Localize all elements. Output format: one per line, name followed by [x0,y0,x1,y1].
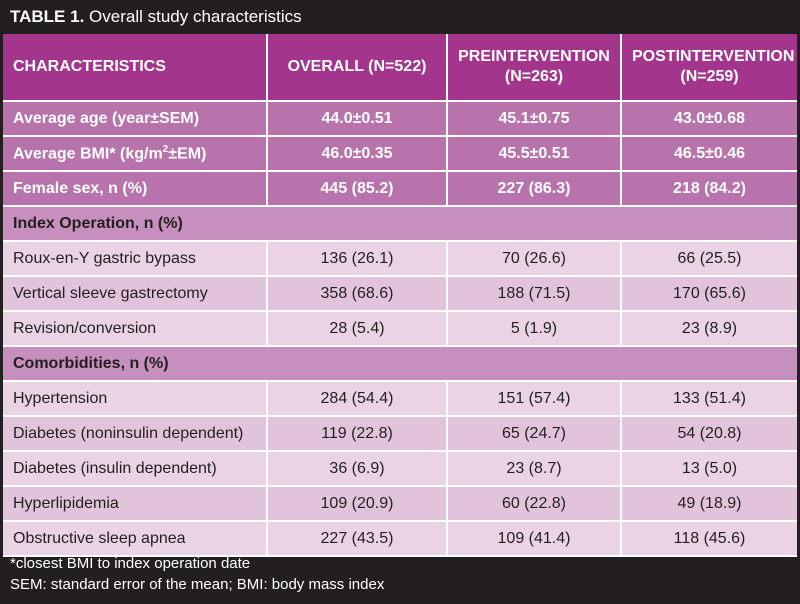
section-label: Index Operation, n (%) [3,207,797,242]
cell-post: 13 (5.0) [622,452,797,487]
table-row: Average age (year±SEM) 44.0±0.51 45.1±0.… [3,102,797,137]
table-row: Hyperlipidemia 109 (20.9) 60 (22.8) 49 (… [3,487,797,522]
row-label-main: Average BMI* (kg/m [13,145,163,163]
table-row: Diabetes (insulin dependent) 36 (6.9) 23… [3,452,797,487]
cell-overall: 445 (85.2) [268,172,448,207]
table-footnotes: *closest BMI to index operation date SEM… [0,548,800,604]
cell-post: 43.0±0.68 [622,102,797,137]
footnote-abbreviations: SEM: standard error of the mean; BMI: bo… [10,576,385,593]
cell-pre: 70 (26.6) [448,242,622,277]
row-label-tail: ±EM) [168,145,207,163]
section-row-comorbidities: Comorbidities, n (%) [3,347,797,382]
row-label: Roux-en-Y gastric bypass [3,242,268,277]
row-label: Vertical sleeve gastrectomy [3,277,268,312]
cell-pre: 60 (22.8) [448,487,622,522]
section-label: Comorbidities, n (%) [3,347,797,382]
cell-pre: 109 (41.4) [448,522,622,557]
table-row: Diabetes (noninsulin dependent) 119 (22.… [3,417,797,452]
cell-overall: 46.0±0.35 [268,137,448,172]
header-pre-line2: (N=263) [504,68,564,85]
cell-pre: 23 (8.7) [448,452,622,487]
section-row-index-operation: Index Operation, n (%) [3,207,797,242]
cell-overall: 284 (54.4) [268,382,448,417]
cell-post: 66 (25.5) [622,242,797,277]
row-label: Revision/conversion [3,312,268,347]
row-label: Average BMI* (kg/m2±EM) [3,137,268,172]
table-row: Roux-en-Y gastric bypass 136 (26.1) 70 (… [3,242,797,277]
superscript: 2 [162,143,169,155]
table-row: Revision/conversion 28 (5.4) 5 (1.9) 23 … [3,312,797,347]
header-post-line2: (N=259) [680,68,739,85]
cell-pre: 45.1±0.75 [448,102,622,137]
header-preintervention: PREINTERVENTION (N=263) [448,34,622,102]
table-caption: Overall study characteristics [89,7,302,26]
row-label: Diabetes (insulin dependent) [3,452,268,487]
table-title: TABLE 1. Overall study characteristics [0,0,800,34]
row-label: Obstructive sleep apnea [3,522,268,557]
cell-pre: 188 (71.5) [448,277,622,312]
cell-overall: 28 (5.4) [268,312,448,347]
row-label: Average age (year±SEM) [3,102,268,137]
table-number: TABLE 1. [10,7,85,26]
cell-pre: 65 (24.7) [448,417,622,452]
cell-post: 54 (20.8) [622,417,797,452]
footnote-bmi: *closest BMI to index operation date [10,555,251,572]
characteristics-table: CHARACTERISTICS OVERALL (N=522) PREINTER… [3,34,797,557]
cell-pre: 151 (57.4) [448,382,622,417]
header-post-line1: POSTINTERVENTION [632,48,795,65]
table-row: Female sex, n (%) 445 (85.2) 227 (86.3) … [3,172,797,207]
cell-post: 23 (8.9) [622,312,797,347]
header-characteristics: CHARACTERISTICS [3,34,268,102]
cell-overall: 227 (43.5) [268,522,448,557]
cell-post: 49 (18.9) [622,487,797,522]
cell-post: 118 (45.6) [622,522,797,557]
cell-post: 170 (65.6) [622,277,797,312]
cell-overall: 119 (22.8) [268,417,448,452]
cell-overall: 36 (6.9) [268,452,448,487]
cell-pre: 45.5±0.51 [448,137,622,172]
row-label: Diabetes (noninsulin dependent) [3,417,268,452]
row-label: Female sex, n (%) [3,172,268,207]
row-label: Hypertension [3,382,268,417]
header-row: CHARACTERISTICS OVERALL (N=522) PREINTER… [3,34,797,102]
table-row: Average BMI* (kg/m2±EM) 46.0±0.35 45.5±0… [3,137,797,172]
cell-post: 218 (84.2) [622,172,797,207]
cell-overall: 44.0±0.51 [268,102,448,137]
header-overall: OVERALL (N=522) [268,34,448,102]
cell-overall: 358 (68.6) [268,277,448,312]
cell-pre: 227 (86.3) [448,172,622,207]
header-pre-line1: PREINTERVENTION [458,48,610,65]
cell-post: 46.5±0.46 [622,137,797,172]
cell-post: 133 (51.4) [622,382,797,417]
cell-overall: 136 (26.1) [268,242,448,277]
table-row: Obstructive sleep apnea 227 (43.5) 109 (… [3,522,797,557]
table-row: Hypertension 284 (54.4) 151 (57.4) 133 (… [3,382,797,417]
cell-pre: 5 (1.9) [448,312,622,347]
cell-overall: 109 (20.9) [268,487,448,522]
header-postintervention: POSTINTERVENTION (N=259) [622,34,797,102]
table-row: Vertical sleeve gastrectomy 358 (68.6) 1… [3,277,797,312]
row-label: Hyperlipidemia [3,487,268,522]
